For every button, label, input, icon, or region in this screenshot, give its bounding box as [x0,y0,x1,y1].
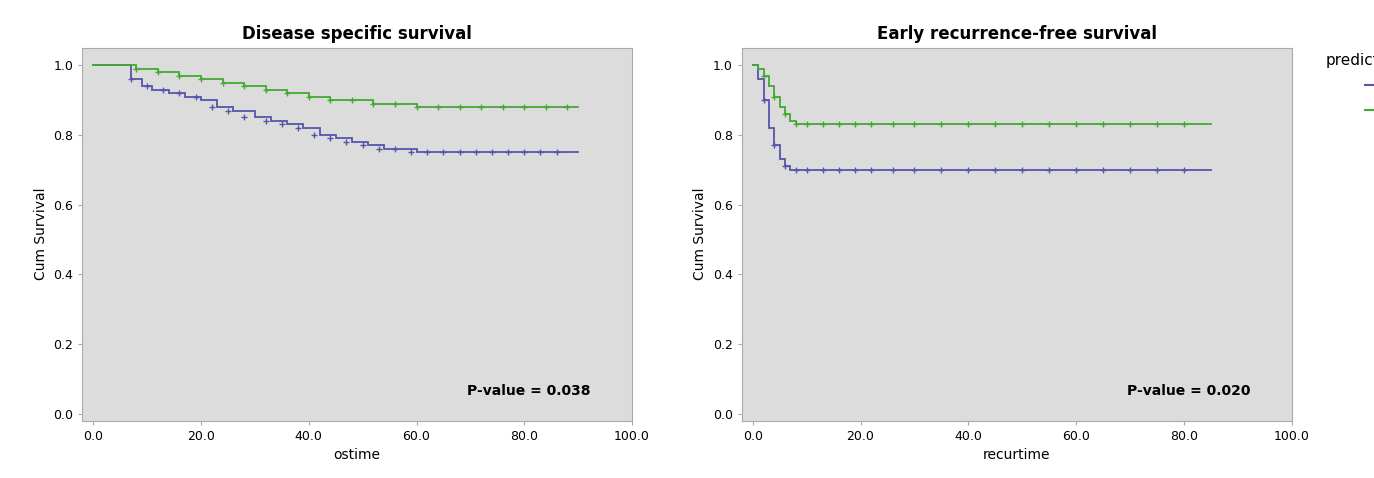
Text: P-value = 0.038: P-value = 0.038 [467,384,591,398]
X-axis label: recurtime: recurtime [982,448,1051,462]
Title: Early recurrence-free survival: Early recurrence-free survival [877,25,1157,43]
Y-axis label: Cum Survival: Cum Survival [694,188,708,281]
Text: P-value = 0.020: P-value = 0.020 [1127,384,1250,398]
Y-axis label: Cum Survival: Cum Survival [34,188,48,281]
Legend: bad, good: bad, good [1322,48,1374,123]
Title: Disease specific survival: Disease specific survival [242,25,473,43]
X-axis label: ostime: ostime [334,448,381,462]
